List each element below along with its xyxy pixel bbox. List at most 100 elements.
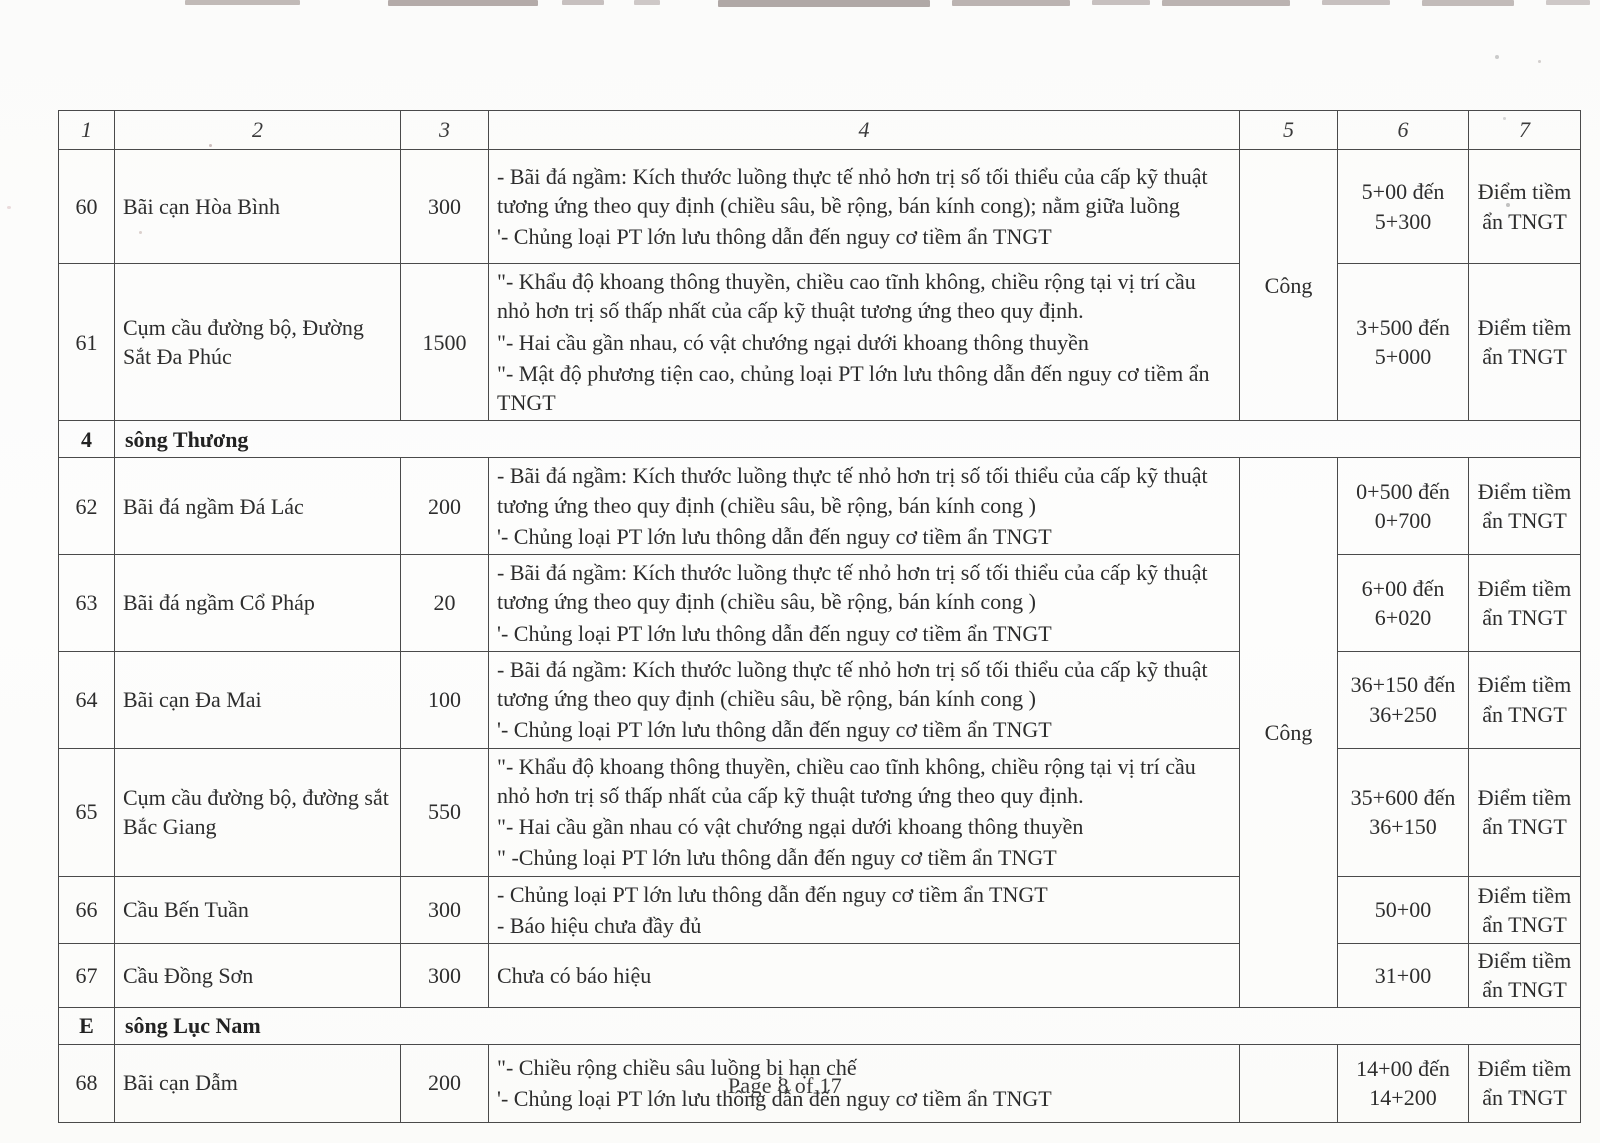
scan-edge-mark bbox=[562, 0, 604, 5]
section-title-cell: sông Thương bbox=[114, 420, 1581, 459]
length-value-cell: 100 bbox=[400, 650, 489, 749]
description-line: Chưa có báo hiệu bbox=[497, 962, 652, 988]
km-range-line: 36+150 bbox=[1369, 814, 1437, 839]
length-value-cell: 20 bbox=[400, 554, 489, 652]
km-range-line: 6+00 đến bbox=[1361, 575, 1445, 601]
section-row: 4 sông Thương bbox=[58, 420, 1581, 459]
km-range-line: 31+00 bbox=[1374, 962, 1432, 988]
page-number: Page 8 of 17 bbox=[727, 1073, 843, 1098]
description-line: "- Hai cầu gần nhau có vật chướng ngại d… bbox=[497, 814, 1084, 839]
table-row: 67 Cầu Đồng Sơn 300 Chưa có báo hiệu 31+00 Đi… bbox=[58, 943, 1581, 1008]
table-row: 62 Bãi đá ngầm Đá Lác 200- Bãi đá ngầm: Kí… bbox=[58, 457, 1581, 1008]
km-range-line: 36+150 đến bbox=[1350, 672, 1456, 698]
row-number-cell: 64 bbox=[58, 650, 115, 749]
description-cell: - Bãi đá ngầm: Kích thước luồng thực tế … bbox=[488, 554, 1240, 652]
description-line: - Chủng loại PT lớn lưu thông dẫn đến ng… bbox=[497, 881, 1048, 907]
km-range-line: 50+00 bbox=[1374, 897, 1432, 923]
description-line: - Báo hiệu chưa đầy đủ bbox=[497, 912, 702, 938]
length-value-cell: 1500 bbox=[400, 262, 489, 422]
location-name-cell: Bãi đá ngầm Đá Lác bbox=[114, 457, 401, 555]
risk-type-cell: Điểm tiềm ẩn TNGT bbox=[1468, 943, 1581, 1008]
length-value-cell: 550 bbox=[400, 747, 489, 877]
scan-edge-mark bbox=[1092, 0, 1150, 5]
location-name-cell: Bãi cạn Đa Mai bbox=[114, 650, 401, 749]
km-range-line: 35+600 đến bbox=[1350, 784, 1456, 810]
km-range-cell: 50+00 bbox=[1337, 875, 1469, 944]
description-line: "- Chiều rộng chiều sâu luồng bị hạn chế bbox=[497, 1054, 857, 1080]
description-cell: - Bãi đá ngầm: Kích thước luồng thực tế … bbox=[488, 650, 1240, 749]
scan-edge-mark bbox=[1162, 0, 1290, 6]
description-line: " -Chủng loại PT lớn lưu thông dẫn đến n… bbox=[497, 845, 1057, 871]
km-range-line: 3+500 đến bbox=[1356, 314, 1450, 340]
scan-edge-mark bbox=[1422, 0, 1514, 6]
risk-type-cell: Điểm tiềm ẩn TNGT bbox=[1468, 262, 1581, 422]
km-range-cell: 5+00 đến 5+300 bbox=[1337, 149, 1469, 264]
description-cell: "- Chiều rộng chiều sâu luồng bị hạn chế… bbox=[488, 1043, 1240, 1123]
description-line: - Bãi đá ngầm: Kích thước luồng thực tế … bbox=[497, 463, 1208, 518]
row-number-cell: 66 bbox=[58, 875, 115, 944]
description-line: '- Chủng loại PT lớn lưu thông dẫn đến n… bbox=[497, 1086, 1052, 1111]
header-col-1: 1 bbox=[58, 110, 115, 150]
authority-cell: Công bbox=[1239, 148, 1338, 422]
km-range-line: 14+00 đến bbox=[1356, 1055, 1450, 1081]
scan-speck bbox=[7, 206, 11, 209]
description-cell: "- Khẩu độ khoang thông thuyền, chiều ca… bbox=[488, 747, 1240, 877]
description-cell: - Chủng loại PT lớn lưu thông dẫn đến ng… bbox=[488, 875, 1240, 944]
km-range-line: 6+020 bbox=[1374, 604, 1432, 630]
header-col-6: 6 bbox=[1337, 110, 1469, 150]
risk-type-cell: Điểm tiềm ẩn TNGT bbox=[1468, 1043, 1581, 1123]
scan-edge-mark bbox=[388, 0, 538, 6]
table-row: 68 Bãi cạn Dẫm 200 "- Chiều rộng chiều sâu … bbox=[58, 1043, 1581, 1123]
length-value-cell: 300 bbox=[400, 875, 489, 944]
km-range-cell: 14+00 đến 14+200 bbox=[1337, 1043, 1469, 1123]
row-number-cell: 60 bbox=[58, 149, 115, 264]
risk-type-cell: Điểm tiềm ẩn TNGT bbox=[1468, 747, 1581, 877]
authority-cell: Công bbox=[1239, 457, 1338, 1008]
location-name-cell: Bãi cạn Dẫm bbox=[114, 1043, 401, 1123]
description-cell: "- Khẩu độ khoang thông thuyền, chiều ca… bbox=[488, 262, 1240, 422]
section-letter-cell: 4 bbox=[58, 420, 115, 459]
description-line: "- Khẩu độ khoang thông thuyền, chiều ca… bbox=[497, 753, 1196, 808]
description-line: "- Mật độ phương tiện cao, chủng loại PT… bbox=[497, 360, 1210, 415]
row-number-cell: 65 bbox=[58, 747, 115, 877]
description-line: '- Chủng loại PT lớn lưu thông dẫn đến n… bbox=[497, 523, 1052, 549]
km-range-line: 0+700 bbox=[1374, 508, 1432, 534]
row-number-cell: 63 bbox=[58, 554, 115, 652]
location-name-cell: Cầu Bến Tuần bbox=[114, 875, 401, 944]
km-range-line: 5+000 bbox=[1374, 344, 1432, 370]
km-range-cell: 6+00 đến 6+020 bbox=[1337, 554, 1469, 652]
length-value-cell: 200 bbox=[400, 1043, 489, 1123]
description-line: '- Chủng loại PT lớn lưu thông dẫn đến n… bbox=[497, 224, 1052, 250]
description-cell: Chưa có báo hiệu bbox=[488, 943, 1240, 1008]
description-line: '- Chủng loại PT lớn lưu thông dẫn đến n… bbox=[497, 717, 1052, 743]
description-line: - Bãi đá ngầm: Kích thước luồng thực tế … bbox=[497, 163, 1208, 218]
table-header: 1 2 3 4 5 6 7 bbox=[58, 110, 1581, 150]
table-row: 64 Bãi cạn Đa Mai 100- Bãi đá ngầm: Kích t… bbox=[58, 650, 1581, 749]
risk-type-cell: Điểm tiềm ẩn TNGT bbox=[1468, 457, 1581, 555]
table-row: 65 Cụm cầu đường bộ, đường sắt Bắc Giang 5… bbox=[58, 747, 1581, 877]
km-range-cell: 35+600 đến 36+150 bbox=[1337, 747, 1469, 877]
description-line: "- Khẩu độ khoang thông thuyền, chiều ca… bbox=[497, 269, 1196, 324]
row-number-cell: 68 bbox=[58, 1043, 115, 1123]
scan-speck bbox=[1538, 60, 1541, 63]
header-row: 1 2 3 4 5 6 7 bbox=[58, 110, 1581, 150]
scan-edge-mark bbox=[718, 0, 930, 7]
header-col-5: 5 bbox=[1239, 110, 1338, 150]
header-col-3: 3 bbox=[400, 110, 489, 150]
km-range-cell: 36+150 đến 36+250 bbox=[1337, 650, 1469, 749]
scan-edge-mark bbox=[1322, 0, 1390, 5]
row-number-cell: 61 bbox=[58, 262, 115, 422]
length-value-cell: 300 bbox=[400, 943, 489, 1008]
km-range-line: 5+00 đến bbox=[1361, 179, 1445, 205]
row-number-cell: 62 bbox=[58, 457, 115, 555]
section-letter-cell: E bbox=[58, 1006, 115, 1045]
description-line: '- Chủng loại PT lớn lưu thông dẫn đến n… bbox=[497, 620, 1052, 646]
description-line: - Bãi đá ngầm: Kích thước luồng thực tế … bbox=[497, 560, 1208, 615]
description-cell: - Bãi đá ngầm: Kích thước luồng thực tế … bbox=[488, 149, 1240, 264]
risk-type-cell: Điểm tiềm ẩn TNGT bbox=[1468, 650, 1581, 749]
scan-edge-mark bbox=[952, 0, 1070, 6]
length-value-cell: 300 bbox=[400, 149, 489, 264]
description-line: "- Hai cầu gần nhau, có vật chướng ngại … bbox=[497, 329, 1089, 355]
scan-edge-mark bbox=[185, 0, 300, 5]
